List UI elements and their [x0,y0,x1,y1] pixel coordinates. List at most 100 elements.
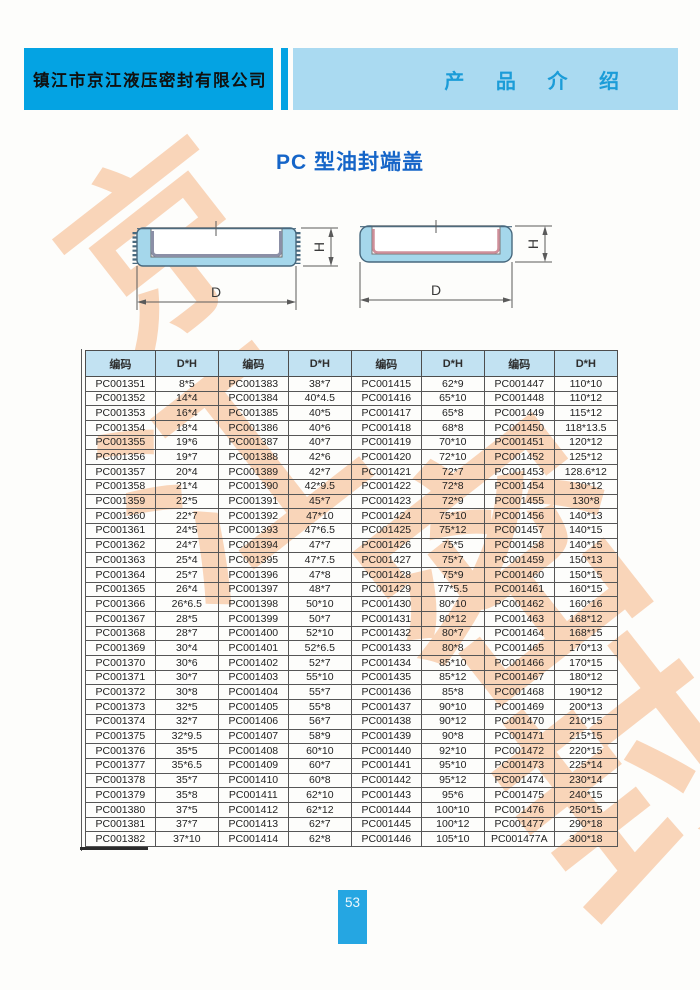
dimension-cell: 250*15 [553,801,619,818]
part-code-cell: PC001371 [85,669,156,686]
table-row: PC001372 30*8 PC001404 55*7 PC001436 85*8 PC00… [85,684,619,701]
dimension-cell: 72*9 [420,493,485,510]
table-row: PC001382 37*10 PC001414 62*8 PC001446 105*10 P… [85,831,619,847]
dimension-cell: 19*6 [154,434,219,451]
table-row: PC001355 19*6 PC001387 40*7 PC001419 70*10 PC0… [85,434,619,451]
header-section-bar: 产 品 介 绍 [293,48,678,110]
part-code-cell: PC001475 [483,787,555,803]
part-code-cell: PC001409 [217,757,289,774]
part-code-cell: PC001413 [217,816,289,833]
dimension-cell: 225*14 [553,757,619,774]
part-code-cell: PC001384 [217,390,289,407]
dimension-cell: 19*7 [154,449,219,466]
dimension-cell: 210*15 [553,713,619,730]
dimension-cell: 55*8 [287,699,352,715]
part-code-cell: PC001368 [85,625,156,642]
dimension-cell: 28*7 [154,625,219,642]
part-code-cell: PC001412 [217,801,289,818]
part-code-cell: PC001415 [350,376,422,392]
part-code-cell: PC001451 [483,434,555,451]
dimension-cell: 140*15 [553,537,619,554]
part-code-cell: PC001440 [350,743,422,759]
arrowhead [503,297,512,303]
dimension-cell: 100*12 [420,816,485,833]
col-header-dimensions: D*H [287,350,352,377]
table-row: PC001378 35*7 PC001410 60*8 PC001442 95*12 PC0… [85,772,619,789]
header-company-bar: 镇江市京江液压密封有限公司 [24,48,273,110]
dimension-cell: 16*4 [154,405,219,422]
dimension-cell: 42*7 [287,464,352,480]
dimension-cell: 47*6.5 [287,522,352,539]
dimension-cell: 160*16 [553,596,619,612]
dimension-cell: 290*18 [553,816,619,833]
part-code-cell: PC001465 [483,640,555,657]
table-row: PC001363 25*4 PC001395 47*7.5 PC001427 75*7 PC… [85,552,619,568]
part-code-cell: PC001469 [483,699,555,715]
table-row: PC001352 14*4 PC001384 40*4.5 PC001416 65*10 P… [85,390,619,407]
d-dimension-label: D [431,282,441,298]
dimension-cell: 22*7 [154,508,219,524]
h-dimension-label: H [525,239,541,249]
dimension-cell: 62*7 [287,816,352,833]
part-code-cell: PC001418 [350,420,422,436]
dimension-cell: 85*12 [420,669,485,686]
table-header-row: 编码 D*H 编码 D*H 编码 D*H 编码 D*H [85,350,619,377]
part-code-cell: PC001389 [217,464,289,480]
dimension-cell: 130*8 [553,493,619,510]
col-header-dimensions: D*H [553,350,619,377]
part-code-cell: PC001388 [217,449,289,466]
dimension-cell: 95*10 [420,757,485,774]
dimension-cell: 22*5 [154,493,219,510]
dimension-cell: 90*12 [420,713,485,730]
part-code-cell: PC001427 [350,552,422,568]
dimension-cell: 47*8 [287,566,352,583]
dimension-cell: 80*12 [420,611,485,627]
part-code-cell: PC001417 [350,405,422,422]
parts-table: 编码 D*H 编码 D*H 编码 D*H 编码 D*H PC001351 8*5 PC001383… [85,350,619,847]
part-code-cell: PC001476 [483,801,555,818]
dimension-cell: 120*12 [553,434,619,451]
dimension-cell: 45*7 [287,493,352,510]
dimension-cell: 118*13.5 [553,420,619,436]
dimension-cell: 8*5 [154,376,219,392]
part-code-cell: PC001444 [350,801,422,818]
part-code-cell: PC001406 [217,713,289,730]
dimension-cell: 140*15 [553,522,619,539]
part-code-cell: PC001400 [217,625,289,642]
dimension-cell: 160*15 [553,581,619,598]
part-code-cell: PC001425 [350,522,422,539]
dimension-cell: 170*13 [553,640,619,657]
part-code-cell: PC001383 [217,376,289,392]
part-code-cell: PC001361 [85,522,156,539]
part-code-cell: PC001353 [85,405,156,422]
dimension-cell: 58*9 [287,728,352,745]
part-code-cell: PC001433 [350,640,422,657]
col-header-code: 编码 [217,350,289,377]
dimension-cell: 65*8 [420,405,485,422]
dimension-cell: 90*8 [420,728,485,745]
dimension-cell: 24*5 [154,522,219,539]
part-code-cell: PC001374 [85,713,156,730]
dimension-cell: 47*7 [287,537,352,554]
part-code-cell: PC001456 [483,508,555,524]
company-name: 镇江市京江液压密封有限公司 [33,72,267,90]
part-code-cell: PC001358 [85,478,156,495]
table-left-rail [81,349,82,851]
part-code-cell: PC001477 [483,816,555,833]
part-code-cell: PC001471 [483,728,555,745]
part-code-cell: PC001379 [85,787,156,803]
table-row: PC001365 26*4 PC001397 48*7 PC001429 77*5.5 PC… [85,581,619,598]
part-code-cell: PC001460 [483,566,555,583]
part-code-cell: PC001375 [85,728,156,745]
col-header-code: 编码 [350,350,422,377]
part-code-cell: PC001398 [217,596,289,612]
dimension-cell: 30*6 [154,655,219,671]
page-number: 53 [344,895,361,910]
page-title: PC 型油封端盖 [275,151,424,174]
dimension-cell: 28*5 [154,611,219,627]
part-code-cell: PC001430 [350,596,422,612]
arrowhead [287,299,296,305]
section-title: 产 品 介 绍 [444,70,632,93]
dimension-cell: 26*4 [154,581,219,598]
table-row: PC001381 37*7 PC001413 62*7 PC001445 100*12 PC… [85,816,619,833]
